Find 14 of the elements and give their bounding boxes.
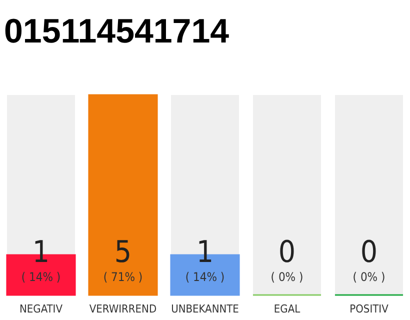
annotation: ( 14% ): [185, 270, 225, 284]
x-tick-label: EGAL: [274, 302, 301, 316]
chart-title: 015114541714: [4, 12, 230, 50]
x-tick-label: UNBEKANNTE: [171, 302, 239, 316]
annotation: ( 0% ): [352, 270, 386, 284]
data-label: 5: [114, 235, 132, 270]
data-label: 0: [360, 235, 378, 270]
data-label: 0: [278, 235, 296, 270]
annotation: ( 71% ): [103, 270, 143, 284]
annotation: ( 14% ): [21, 270, 61, 284]
annotation: ( 0% ): [270, 270, 304, 284]
x-tick-label: NEGATIV: [20, 302, 63, 316]
x-tick-label: POSITIV: [350, 302, 389, 316]
x-tick-label: VERWIRREND: [89, 302, 157, 316]
